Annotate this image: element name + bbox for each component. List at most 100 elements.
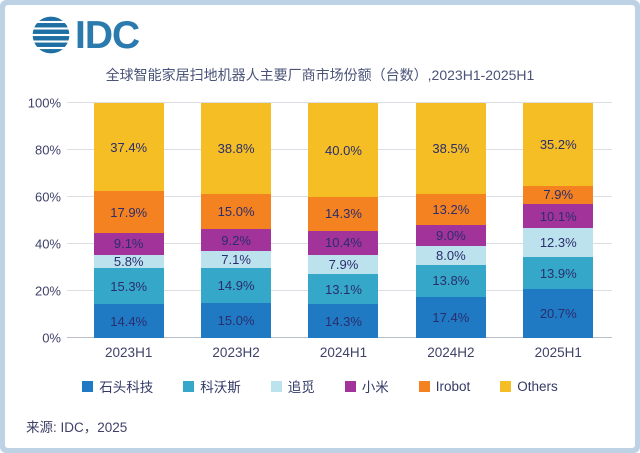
bar-segment: 9.1% (93, 233, 164, 255)
legend-swatch-icon (270, 380, 282, 392)
bar-segment-value: 7.9% (328, 256, 359, 272)
bar-segment-value: 38.8% (217, 141, 255, 157)
bar-segment: 38.8% (201, 103, 272, 195)
bar-segment-value: 14.3% (325, 313, 362, 329)
legend-swatch-icon (418, 380, 430, 392)
bar-segment: 13.2% (415, 193, 486, 225)
bar-segment-value: 5.8% (113, 253, 144, 269)
idc-logo-text: IDC (75, 13, 140, 57)
bar-segment-value: 9.0% (436, 227, 466, 243)
x-axis-label: 2024H1 (319, 345, 368, 360)
bar-segment: 9.2% (201, 229, 272, 252)
bar-segment: 13.9% (523, 256, 594, 290)
bar-segment: 17.4% (415, 297, 486, 338)
bar-2024H2: 17.4% 13.8% 8.0% 9.0% 13.2% 38.5% (415, 103, 486, 338)
chart-card: IDC 全球智能家居扫地机器人主要厂商市场份额（台数）,2023H1-2025H… (5, 5, 635, 448)
bar-2024H1: 14.3% 13.1% 7.9% 10.4% 14.3% 40.0% (308, 103, 379, 338)
legend-item: 追觅 (270, 376, 315, 396)
legend-label: 小米 (361, 380, 389, 395)
bar-segment: 15.0% (201, 194, 272, 230)
bar-2025H1: 20.7% 13.9% 12.3% 10.1% 7.9% 35.2% (523, 103, 594, 338)
bar-segment-value: 15.3% (110, 278, 148, 294)
legend-label: 追觅 (287, 380, 315, 395)
legend: 石头科技 科沃斯 追觅 小米 Irobot Others (5, 376, 635, 396)
bar-segment: 7.9% (308, 255, 379, 274)
y-axis-label: 40% (34, 236, 61, 252)
y-axis-label: 20% (34, 283, 61, 299)
bar-segment-value: 40.0% (325, 142, 362, 158)
bar-segment: 14.4% (93, 304, 164, 338)
legend-label: Irobot (435, 378, 471, 394)
bars: 14.4% 15.3% 5.8% 9.1% 17.9% 37.4% 15.0% 14.9% 7.… (75, 103, 612, 338)
bar-segment-value: 8.0% (436, 247, 466, 263)
bar-segment-value: 15.0% (217, 204, 255, 220)
legend-item: Irobot (418, 376, 471, 396)
bar-segment-value: 15.0% (217, 312, 255, 328)
bar-segment-value: 13.8% (432, 273, 470, 289)
bar-segment-value: 9.1% (113, 236, 144, 252)
bar-segment-value: 7.9% (543, 187, 574, 203)
bar-segment: 7.9% (523, 185, 594, 205)
bar-segment: 14.9% (201, 267, 272, 303)
bar-segment: 38.5% (415, 103, 486, 194)
gridline (67, 102, 612, 103)
x-axis-label: 2025H1 (534, 345, 582, 360)
bar-segment: 37.4% (93, 103, 164, 192)
bar-segment: 13.1% (308, 273, 379, 305)
bar-segment-value: 14.3% (325, 206, 362, 222)
bar-segment-value: 14.4% (110, 313, 148, 329)
bar-segment: 10.4% (308, 230, 379, 256)
bar-segment-value: 12.3% (539, 234, 577, 250)
bar-segment: 35.2% (523, 103, 594, 186)
bar-segment: 5.8% (93, 253, 164, 269)
bar-segment-value: 20.7% (539, 306, 577, 322)
bar-segment: 12.3% (523, 227, 594, 257)
legend-item: 石头科技 (82, 376, 153, 396)
bar-segment: 10.1% (523, 204, 594, 228)
x-axis: 2023H1 2023H2 2024H1 2024H2 2025H1 (75, 345, 612, 360)
bar-segment-value: 17.4% (432, 310, 470, 326)
bar-segment: 40.0% (308, 103, 379, 198)
bar-segment-value: 37.4% (110, 139, 148, 155)
plot-area: 0% 20% 40% 60% 80% 100% 14.4% 15.3% 5.8% 9.1% 17.… (28, 96, 612, 346)
bar-segment: 20.7% (523, 289, 594, 338)
legend-item: 小米 (344, 376, 389, 396)
bar-segment: 9.0% (415, 224, 486, 246)
x-axis-label: 2023H2 (212, 345, 260, 360)
bar-segment: 8.0% (415, 245, 486, 265)
bar-segment-value: 14.9% (217, 277, 255, 293)
legend-swatch-icon (183, 380, 195, 392)
bar-segment-value: 13.9% (539, 265, 577, 281)
bar-segment: 7.1% (201, 251, 272, 268)
bar-segment: 15.3% (93, 268, 164, 305)
idc-logo: IDC (30, 13, 140, 57)
idc-globe-icon (32, 16, 70, 54)
bar-2023H2: 15.0% 14.9% 7.1% 9.2% 15.0% 38.8% (201, 103, 272, 338)
y-axis-label: 100% (27, 95, 61, 111)
bar-segment-value: 13.1% (325, 281, 362, 297)
legend-swatch-icon (500, 380, 512, 392)
legend-swatch-icon (82, 380, 94, 392)
x-axis-label: 2024H2 (427, 345, 475, 360)
bar-segment-value: 35.2% (539, 136, 577, 152)
legend-item: 科沃斯 (183, 376, 241, 396)
bar-segment: 14.3% (308, 304, 379, 338)
bar-segment: 13.8% (415, 264, 486, 298)
bar-segment-value: 10.1% (539, 208, 577, 224)
bar-segment-value: 10.4% (325, 235, 362, 251)
y-axis-label: 60% (34, 189, 61, 205)
legend-item: Others (500, 376, 558, 396)
x-axis-label: 2023H1 (105, 345, 153, 360)
chart-title: 全球智能家居扫地机器人主要厂商市场份额（台数）,2023H1-2025H1 (105, 67, 535, 83)
bar-segment-value: 7.1% (221, 251, 251, 267)
legend-label: 石头科技 (99, 380, 154, 395)
bar-segment-value: 38.5% (432, 140, 470, 156)
legend-label: Others (517, 378, 558, 394)
bar-segment-value: 17.9% (110, 204, 148, 220)
legend-swatch-icon (344, 380, 356, 392)
legend-label: 科沃斯 (200, 380, 241, 395)
source-note: 来源: IDC，2025 (26, 420, 128, 435)
bar-segment-value: 9.2% (221, 232, 251, 248)
y-axis-label: 80% (34, 142, 61, 158)
